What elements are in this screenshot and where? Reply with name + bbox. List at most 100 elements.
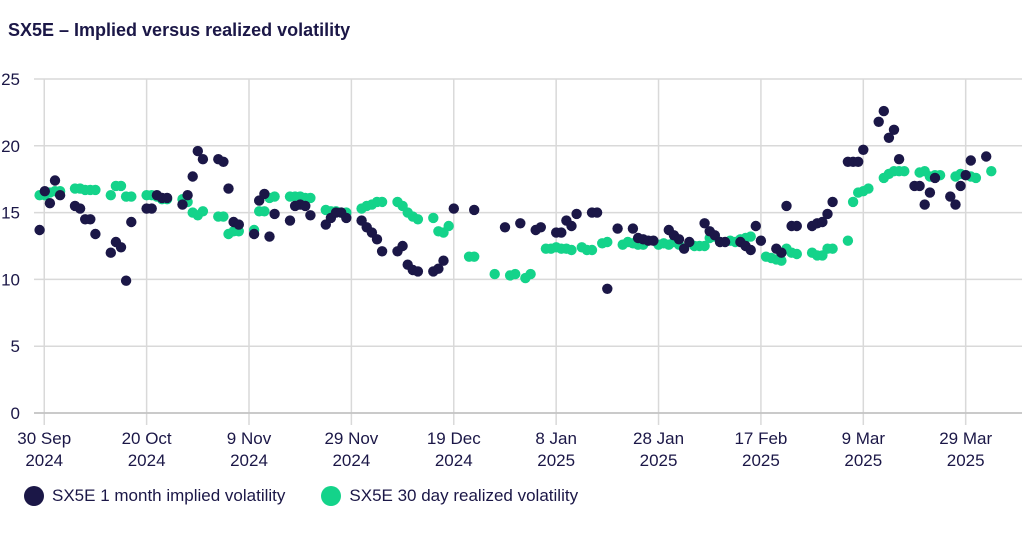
implied-vol-point[interactable]	[269, 208, 280, 220]
implied-vol-point[interactable]	[883, 132, 895, 143]
implied-vol-point[interactable]	[34, 224, 45, 236]
implied-vol-point[interactable]	[571, 208, 582, 220]
realized-vol-point[interactable]	[305, 192, 316, 204]
realized-vol-point[interactable]	[376, 196, 388, 208]
realized-vol-point[interactable]	[745, 231, 756, 242]
implied-vol-point[interactable]	[535, 222, 546, 233]
implied-vol-point[interactable]	[950, 199, 961, 210]
implied-vol-point[interactable]	[853, 156, 864, 167]
implied-vol-point[interactable]	[888, 124, 900, 135]
implied-vol-point[interactable]	[791, 220, 802, 232]
realized-vol-point[interactable]	[510, 268, 521, 280]
implied-vol-point[interactable]	[146, 203, 157, 214]
implied-vol-point[interactable]	[981, 151, 992, 162]
realized-vol-point[interactable]	[115, 180, 127, 192]
realized-vol-point[interactable]	[428, 212, 439, 224]
implied-vol-point[interactable]	[781, 200, 792, 212]
implied-vol-point[interactable]	[893, 154, 905, 165]
realized-vol-point[interactable]	[412, 214, 424, 225]
implied-vol-point[interactable]	[305, 210, 316, 221]
implied-vol-point[interactable]	[684, 236, 695, 248]
realized-vol-point[interactable]	[197, 206, 209, 217]
realized-vol-point[interactable]	[259, 206, 270, 217]
implied-vol-point[interactable]	[602, 283, 613, 294]
realized-vol-point[interactable]	[602, 236, 613, 248]
implied-vol-point[interactable]	[878, 105, 889, 117]
implied-vol-point[interactable]	[54, 190, 66, 201]
realized-vol-point[interactable]	[586, 244, 598, 256]
implied-vol-point[interactable]	[515, 218, 526, 229]
implied-vol-point[interactable]	[39, 186, 50, 197]
realized-vol-point[interactable]	[126, 191, 137, 202]
implied-vol-point[interactable]	[924, 187, 936, 198]
implied-vol-point[interactable]	[612, 223, 623, 234]
implied-vol-point[interactable]	[945, 191, 956, 202]
realized-vol-point[interactable]	[899, 166, 910, 177]
implied-vol-point[interactable]	[182, 190, 193, 201]
implied-vol-point[interactable]	[223, 183, 234, 194]
implied-vol-point[interactable]	[817, 216, 828, 228]
implied-vol-point[interactable]	[161, 192, 173, 204]
implied-vol-point[interactable]	[776, 247, 787, 258]
implied-vol-point[interactable]	[300, 200, 311, 212]
realized-vol-point[interactable]	[105, 190, 117, 201]
realized-vol-point[interactable]	[863, 183, 874, 194]
implied-vol-point[interactable]	[264, 231, 275, 242]
implied-vol-point[interactable]	[248, 228, 260, 240]
implied-vol-point[interactable]	[433, 263, 444, 274]
implied-vol-point[interactable]	[49, 175, 61, 186]
implied-vol-point[interactable]	[648, 235, 659, 246]
realized-vol-point[interactable]	[986, 166, 997, 177]
implied-vol-point[interactable]	[438, 255, 449, 266]
implied-vol-point[interactable]	[120, 275, 132, 286]
implied-vol-point[interactable]	[233, 219, 244, 230]
implied-vol-point[interactable]	[448, 203, 459, 214]
realized-vol-point[interactable]	[566, 244, 577, 256]
implied-vol-point[interactable]	[556, 227, 567, 238]
implied-vol-point[interactable]	[566, 220, 577, 232]
realized-vol-point[interactable]	[970, 172, 982, 184]
realized-vol-point[interactable]	[776, 255, 787, 266]
implied-vol-point[interactable]	[745, 244, 756, 256]
implied-vol-point[interactable]	[341, 212, 352, 224]
realized-vol-point[interactable]	[269, 191, 280, 202]
implied-vol-point[interactable]	[197, 154, 209, 165]
implied-vol-point[interactable]	[627, 223, 639, 234]
implied-vol-point[interactable]	[187, 171, 198, 182]
implied-vol-point[interactable]	[259, 188, 270, 200]
implied-vol-point[interactable]	[218, 156, 229, 167]
implied-vol-point[interactable]	[858, 144, 869, 155]
realized-vol-point[interactable]	[443, 220, 454, 232]
implied-vol-point[interactable]	[919, 199, 930, 210]
implied-vol-point[interactable]	[965, 155, 976, 166]
legend-item-implied[interactable]: SX5E 1 month implied volatility	[24, 486, 285, 506]
legend-item-realized[interactable]: SX5E 30 day realized volatility	[321, 486, 578, 506]
realized-vol-point[interactable]	[699, 240, 710, 252]
implied-vol-point[interactable]	[929, 172, 941, 184]
implied-vol-point[interactable]	[750, 220, 761, 232]
implied-vol-point[interactable]	[914, 180, 925, 192]
implied-vol-point[interactable]	[499, 222, 511, 233]
realized-vol-point[interactable]	[90, 184, 101, 196]
implied-vol-point[interactable]	[755, 235, 767, 246]
implied-vol-point[interactable]	[376, 246, 388, 257]
realized-vol-point[interactable]	[847, 196, 859, 208]
realized-vol-point[interactable]	[469, 251, 480, 262]
implied-vol-point[interactable]	[673, 234, 685, 245]
implied-vol-point[interactable]	[115, 242, 127, 253]
implied-vol-point[interactable]	[873, 116, 884, 128]
implied-vol-point[interactable]	[90, 228, 101, 240]
implied-vol-point[interactable]	[177, 199, 188, 210]
implied-vol-point[interactable]	[699, 218, 710, 229]
realized-vol-point[interactable]	[489, 268, 500, 280]
implied-vol-point[interactable]	[960, 170, 971, 181]
implied-vol-point[interactable]	[591, 207, 603, 218]
implied-vol-point[interactable]	[74, 203, 86, 214]
realized-vol-point[interactable]	[525, 268, 536, 280]
implied-vol-point[interactable]	[192, 145, 203, 157]
implied-vol-point[interactable]	[284, 215, 296, 226]
implied-vol-point[interactable]	[412, 266, 424, 277]
implied-vol-point[interactable]	[126, 216, 137, 228]
realized-vol-point[interactable]	[218, 211, 229, 222]
implied-vol-point[interactable]	[469, 204, 480, 216]
